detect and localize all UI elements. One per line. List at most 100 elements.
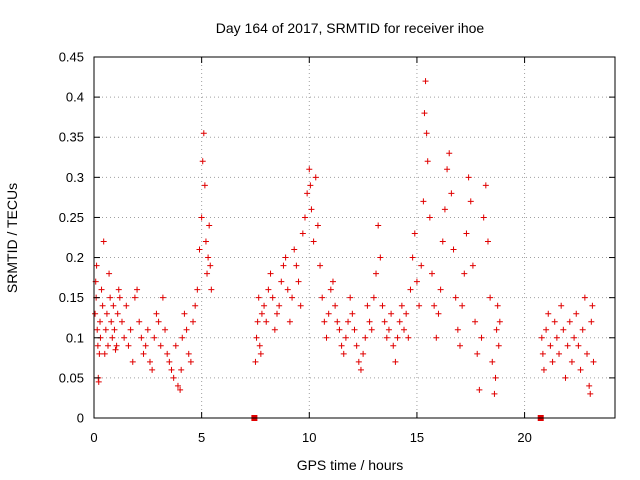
data-point [146, 358, 153, 365]
y-tick-label: 0.25 [59, 210, 84, 225]
data-point [390, 342, 397, 349]
data-point [484, 238, 491, 245]
data-point [459, 302, 466, 309]
data-point [487, 294, 494, 301]
data-point [450, 246, 457, 253]
data-point [476, 386, 483, 393]
data-point [183, 326, 190, 333]
data-point [357, 366, 364, 373]
data-point [448, 190, 455, 197]
data-point [267, 270, 274, 277]
data-point [103, 310, 110, 317]
axis-ticks: 0 0.05 0.1 0.15 0.2 0.25 0.3 0.35 0.4 0.45 0 5 10 15 2… [59, 50, 615, 445]
data-point [360, 350, 367, 357]
data-point [181, 310, 188, 317]
y-tick-label: 0.05 [59, 370, 84, 385]
data-point [178, 366, 185, 373]
data-point [377, 254, 384, 261]
data-point [319, 294, 326, 301]
data-point [255, 294, 262, 301]
data-point [276, 302, 283, 309]
data-point [310, 238, 317, 245]
data-point [568, 358, 575, 365]
data-point [284, 286, 291, 293]
data-point [194, 286, 201, 293]
data-point [92, 310, 99, 317]
data-point [539, 350, 546, 357]
data-point [327, 286, 334, 293]
data-point [121, 334, 128, 341]
data-point [256, 342, 263, 349]
data-point [304, 190, 311, 197]
y-tick-label: 0.35 [59, 130, 84, 145]
data-point [452, 294, 459, 301]
data-point [461, 270, 468, 277]
data-point [439, 238, 446, 245]
data-point [338, 342, 345, 349]
data-point [94, 326, 101, 333]
data-point [446, 150, 453, 157]
data-point [94, 342, 101, 349]
data-point [198, 214, 205, 221]
data-point [480, 214, 487, 221]
data-point [424, 158, 431, 165]
data-point [403, 310, 410, 317]
data-point [584, 350, 591, 357]
data-point [127, 326, 134, 333]
data-point [263, 318, 270, 325]
data-point [98, 286, 105, 293]
data-point [151, 334, 158, 341]
data-point [575, 342, 582, 349]
data-point [398, 302, 405, 309]
data-point [200, 130, 207, 137]
data-point [204, 270, 211, 277]
data-point [463, 230, 470, 237]
data-point [190, 318, 197, 325]
data-point [336, 326, 343, 333]
data-point [482, 182, 489, 189]
data-point [586, 382, 593, 389]
data-point [93, 262, 100, 269]
data-point [589, 302, 596, 309]
data-point [131, 294, 138, 301]
data-point [168, 366, 175, 373]
data-point [579, 326, 586, 333]
data-point [472, 318, 479, 325]
data-point [429, 270, 436, 277]
data-point [112, 346, 119, 353]
chart-title: Day 164 of 2017, SRMTID for receiver iho… [216, 20, 485, 36]
data-point [421, 110, 428, 117]
data-point [342, 334, 349, 341]
data-point [293, 262, 300, 269]
data-point [113, 342, 120, 349]
data-point [540, 366, 547, 373]
data-point [206, 222, 213, 229]
data-point [301, 214, 308, 221]
data-point [282, 254, 289, 261]
data-point [166, 358, 173, 365]
data-point [329, 278, 336, 285]
y-axis-title: SRMTID / TECUs [4, 183, 20, 293]
data-point [491, 390, 498, 397]
data-points [92, 78, 597, 397]
data-point [144, 326, 151, 333]
data-point [551, 318, 558, 325]
data-point [253, 334, 260, 341]
x-tick-label: 5 [198, 430, 205, 445]
data-point [435, 310, 442, 317]
data-point [149, 366, 156, 373]
data-point [345, 318, 352, 325]
data-point [155, 318, 162, 325]
data-point [205, 254, 212, 261]
data-point [116, 294, 123, 301]
data-point [99, 302, 106, 309]
data-point [102, 326, 109, 333]
x-axis-title: GPS time / hours [297, 457, 404, 473]
x-tick-label: 15 [410, 430, 424, 445]
data-point [257, 350, 264, 357]
data-point [271, 326, 278, 333]
data-point [265, 286, 272, 293]
x-tick-label: 10 [302, 430, 316, 445]
data-point [454, 326, 461, 333]
data-point [100, 238, 107, 245]
